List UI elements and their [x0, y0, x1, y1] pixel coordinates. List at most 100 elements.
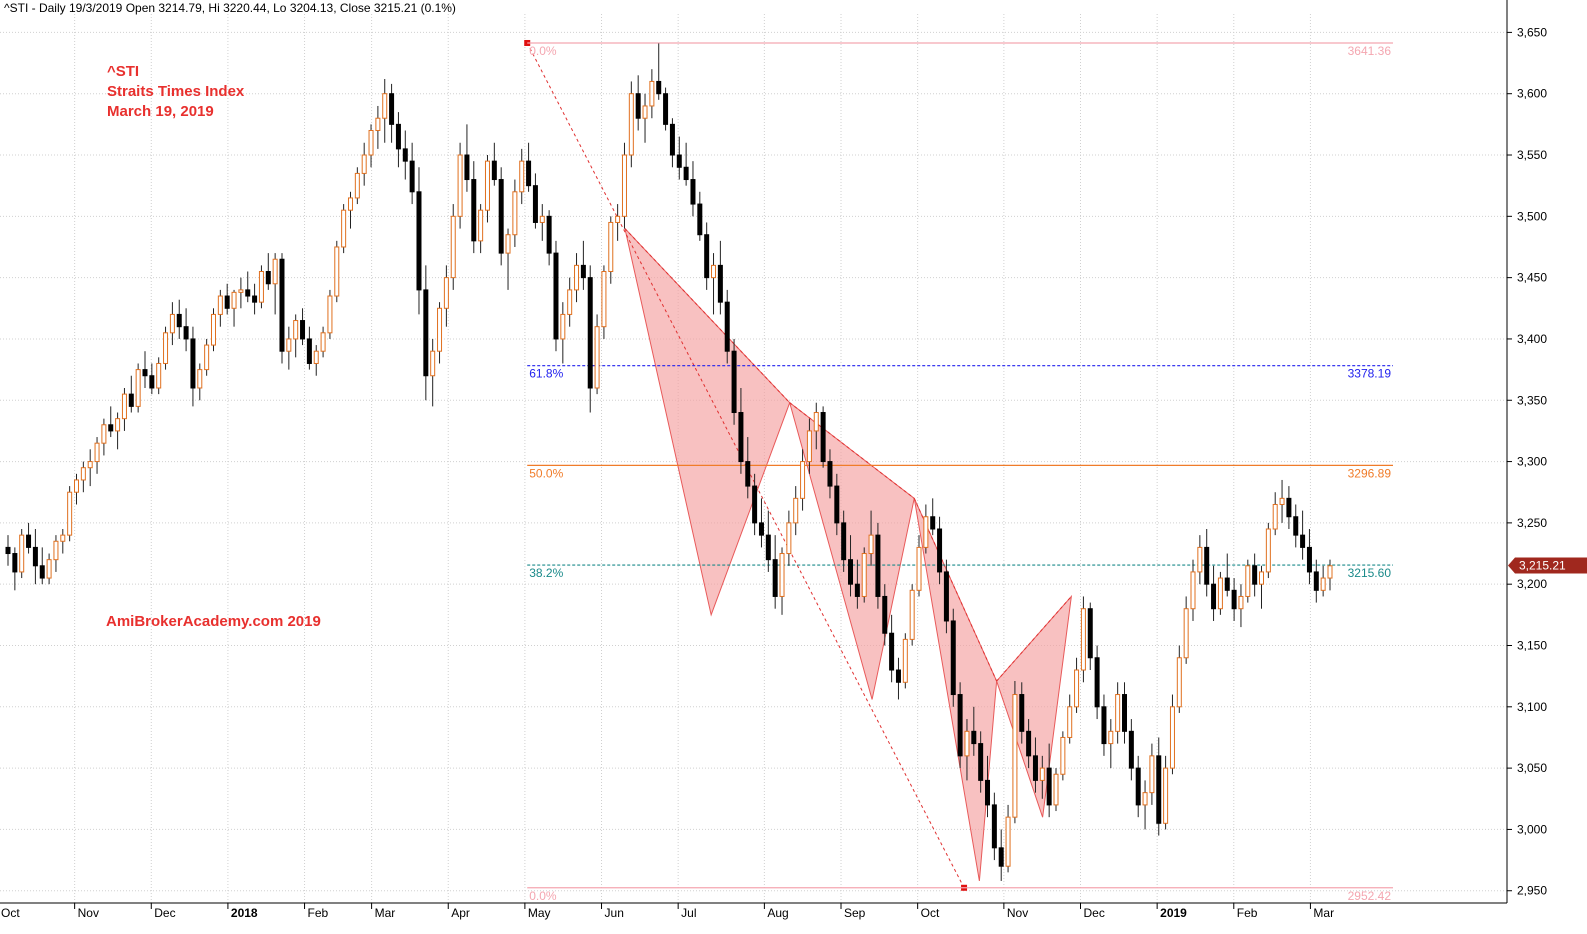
- index-name: Straits Times Index: [107, 83, 245, 100]
- candle-body: [176, 313, 182, 328]
- candle-body: [217, 295, 223, 315]
- candle-body: [1005, 816, 1011, 867]
- candle-body: [204, 344, 210, 371]
- candle-body: [32, 546, 38, 567]
- x-tick-label: Feb: [308, 906, 329, 920]
- candle-body: [1046, 767, 1052, 806]
- fib-pct-label: 61.8%: [529, 367, 563, 381]
- candle-body: [1211, 583, 1217, 610]
- candle-body: [567, 289, 573, 315]
- x-axis: Oct Nov Dec 2018 Feb Mar Apr May Jun Jul Aug Sep Oct…: [0, 902, 1507, 920]
- candle-body: [964, 730, 970, 757]
- candle-body: [252, 295, 258, 303]
- candle-body: [87, 461, 93, 469]
- candle-body: [347, 197, 353, 211]
- candle-body: [1293, 516, 1299, 536]
- symbol-label: ^STI: [107, 63, 140, 80]
- y-tick-label: 3,350: [1517, 393, 1547, 407]
- candle-body: [909, 589, 915, 640]
- candle-body: [1128, 730, 1134, 769]
- candle-body: [1327, 565, 1333, 579]
- candle-body: [580, 264, 586, 279]
- candle-body: [711, 264, 717, 279]
- candle-body: [1252, 565, 1258, 585]
- fib-value-label: 3641.36: [1348, 44, 1392, 58]
- candle-body: [669, 123, 675, 156]
- x-tick-label: Jun: [605, 906, 624, 920]
- x-tick-label: May: [528, 906, 551, 920]
- candle-body: [717, 264, 723, 303]
- x-tick-label: Sep: [844, 906, 866, 920]
- candle-body: [1019, 694, 1025, 732]
- candle-body: [1245, 565, 1251, 597]
- candle-body: [868, 534, 874, 555]
- candle-body: [663, 93, 669, 125]
- x-tick-label: Dec: [154, 906, 175, 920]
- candle-body: [80, 467, 86, 481]
- x-tick-label: Apr: [451, 906, 470, 920]
- candle-body: [293, 320, 299, 340]
- candle-body: [1224, 577, 1230, 591]
- candle-body: [676, 154, 682, 168]
- candle-body: [238, 289, 244, 293]
- candle-body: [224, 295, 230, 309]
- candle-body: [464, 154, 470, 181]
- candle-body: [1204, 546, 1210, 585]
- last-close-badge: [1508, 557, 1587, 574]
- candle-body: [704, 234, 710, 279]
- candle-body: [258, 271, 264, 303]
- y-tick-label: 3,250: [1517, 516, 1547, 530]
- candle-body: [183, 326, 189, 340]
- candle-body: [443, 277, 449, 309]
- fib-pct-label: 38.2%: [529, 566, 563, 580]
- candle-body: [12, 553, 18, 573]
- candle-body: [978, 743, 984, 781]
- pattern-triangle: [624, 226, 791, 617]
- candle-body: [1067, 706, 1073, 738]
- candle-body: [437, 307, 443, 352]
- candle-body: [197, 369, 203, 389]
- candle-body: [491, 160, 497, 181]
- candle-body: [1039, 767, 1045, 781]
- candle-body: [526, 160, 532, 187]
- candle-body: [991, 804, 997, 849]
- candle-body: [594, 326, 600, 389]
- candle-body: [60, 534, 66, 542]
- y-tick-label: 3,500: [1517, 209, 1547, 223]
- candle-body: [950, 620, 956, 696]
- candle-body: [1142, 792, 1148, 806]
- candle-body: [430, 350, 436, 377]
- candle-body: [642, 105, 648, 119]
- candle-body: [752, 485, 758, 524]
- x-tick-label: Nov: [1007, 906, 1028, 920]
- candle-body: [1279, 497, 1285, 505]
- candle-body: [1320, 577, 1326, 591]
- candle-body: [656, 80, 662, 95]
- candle-body: [334, 246, 340, 297]
- candle-body: [149, 375, 155, 389]
- candle-body: [1313, 571, 1319, 591]
- last-close-marker: 3,215.21: [1508, 557, 1587, 574]
- candle-body: [163, 332, 169, 364]
- candle-body: [560, 313, 566, 340]
- y-tick-label: 3,000: [1517, 822, 1547, 836]
- candle-body: [1197, 546, 1203, 573]
- candle-body: [1272, 503, 1278, 530]
- candle-body: [354, 172, 360, 199]
- candle-body: [957, 694, 963, 757]
- y-tick-label: 3,650: [1517, 25, 1547, 39]
- annotation-block: ^STI Straits Times Index March 19, 2019: [107, 62, 244, 122]
- candle-body: [108, 424, 114, 432]
- last-close-label: 3,215.21: [1519, 559, 1566, 573]
- candle-body: [286, 338, 292, 352]
- candle-body: [1176, 657, 1182, 708]
- candle-body: [1259, 571, 1265, 585]
- candle-body: [1149, 755, 1155, 794]
- candle-body: [1087, 608, 1093, 659]
- candle-body: [834, 485, 840, 524]
- candle-body: [724, 301, 730, 352]
- candle-body: [1026, 730, 1032, 757]
- candle-body: [1286, 497, 1292, 518]
- candle-body: [1156, 755, 1162, 824]
- candle-body: [478, 209, 484, 242]
